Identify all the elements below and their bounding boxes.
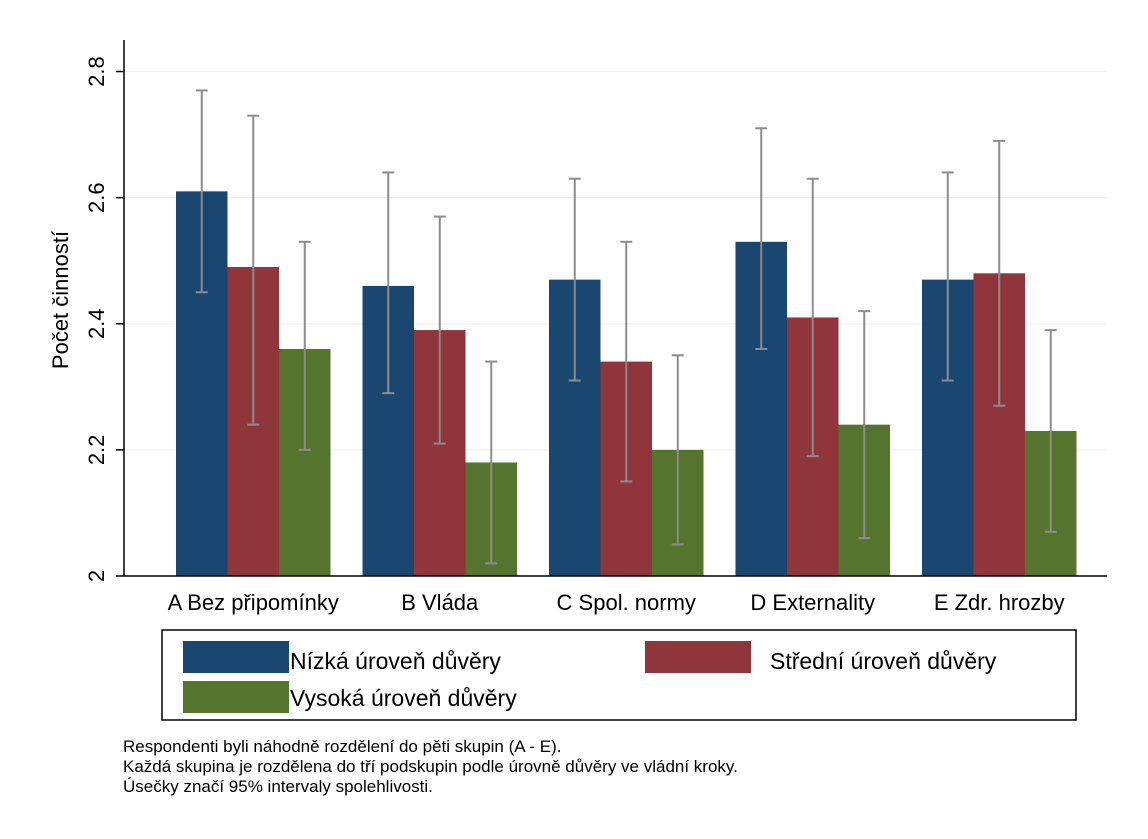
legend-label: Nízká úroveň důvěry	[290, 648, 501, 674]
legend-swatch	[183, 641, 289, 673]
legend-swatch	[183, 681, 289, 713]
category-labels: A Bez připomínky B Vláda C Spol. normy D Ex…	[168, 590, 1065, 615]
category-label: A Bez připomínky	[168, 590, 339, 615]
legend: Nízká úroveň důvěry Střední úroveň důvěry…	[161, 629, 1077, 721]
y-tick-label: 2.6	[84, 182, 109, 213]
note-line-2: Každá skupina je rozdělena do tří podsku…	[123, 757, 738, 776]
y-ticks: 2 2.2 2.4 2.6 2.8	[84, 56, 124, 582]
note-line-1: Respondenti byli náhodně rozdělení do pě…	[123, 737, 562, 756]
note-line-3: Úsečky značí 95% intervaly spolehlivosti…	[123, 777, 433, 796]
category-label: C Spol. normy	[557, 590, 696, 615]
legend-swatch	[645, 641, 751, 673]
category-label: D Externality	[750, 590, 875, 615]
y-tick-label: 2.4	[84, 308, 109, 339]
error-bars	[195, 89, 1057, 565]
legend-label: Střední úroveň důvěry	[770, 648, 997, 674]
category-label: E Zdr. hrozby	[934, 590, 1065, 615]
legend-frame	[161, 629, 1077, 721]
y-tick-label: 2	[84, 570, 109, 582]
legend-label: Vysoká úroveň důvěry	[290, 685, 517, 711]
y-tick-label: 2.2	[84, 435, 109, 466]
category-label: B Vláda	[401, 590, 479, 615]
notes: Respondenti byli náhodně rozdělení do pě…	[123, 737, 738, 796]
y-tick-label: 2.8	[84, 56, 109, 87]
y-axis-title: Počet činností	[48, 231, 73, 369]
